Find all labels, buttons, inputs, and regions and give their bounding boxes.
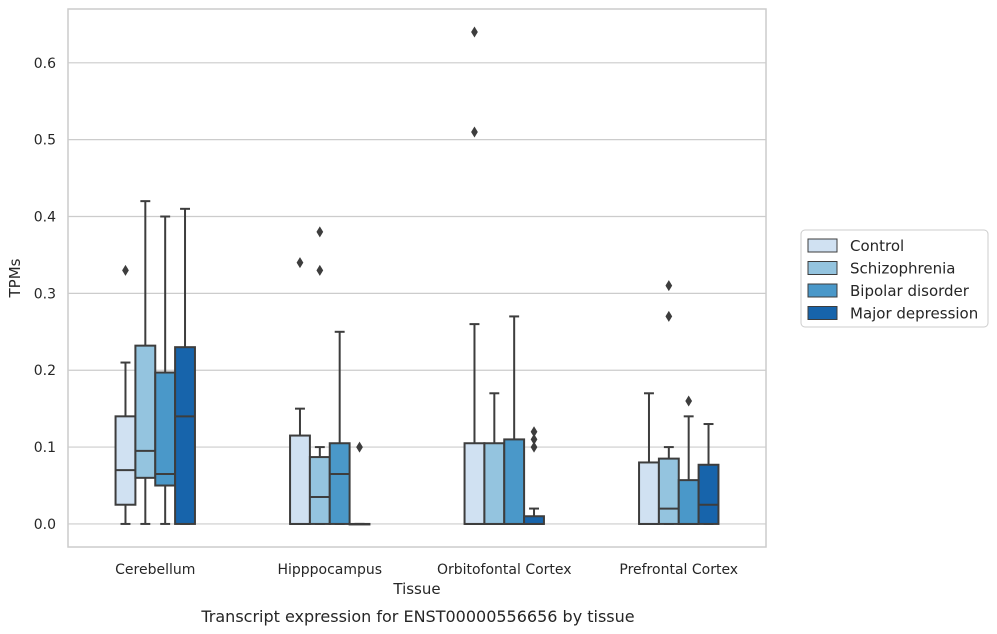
x-tick-label: Cerebellum <box>115 562 195 578</box>
y-tick-label: 0.0 <box>34 517 56 533</box>
box-rect <box>289 434 311 525</box>
box-1-0 <box>134 200 157 525</box>
box-1-3 <box>657 280 680 525</box>
outlier-point <box>296 257 304 269</box>
box-rect <box>523 515 545 525</box>
outlier-point <box>471 26 478 38</box>
box-2-3 <box>677 395 700 525</box>
box-2-2 <box>503 315 526 525</box>
outlier-point <box>530 441 538 453</box>
box-rect <box>677 479 700 525</box>
legend-label: Schizophrenia <box>850 260 955 278</box>
x-tick-label: Prefrontal Cortex <box>619 562 738 578</box>
legend-label: Bipolar disorder <box>850 282 970 300</box>
box-rect <box>638 461 660 525</box>
outlier-point <box>316 264 324 276</box>
box-3-3 <box>697 423 720 525</box>
box-rect <box>463 442 486 525</box>
y-tick-label: 0.3 <box>34 286 56 302</box>
outlier-point <box>665 310 673 322</box>
box-3-1 <box>348 441 371 526</box>
legend-swatch <box>807 238 838 253</box>
y-axis-label: TPMs <box>6 258 24 298</box>
x-tick-label: Hipppocampus <box>277 562 382 578</box>
x-tick-label: Orbitofontal Cortex <box>437 562 572 578</box>
x-axis-label: Tissue <box>392 580 440 598</box>
y-tick-label: 0.5 <box>34 133 56 149</box>
box-rect <box>174 346 196 525</box>
box-rect <box>134 344 157 479</box>
box-rect <box>483 442 506 525</box>
box-0-2 <box>463 26 486 525</box>
box-plots <box>114 26 720 526</box>
box-1-2 <box>483 392 506 525</box>
legend: Control Schizophrenia Bipolar disorder Majo… <box>800 229 989 328</box>
box-rect <box>697 463 720 525</box>
legend-swatch <box>807 306 838 320</box>
legend-swatch <box>807 283 838 298</box>
box-rect <box>114 415 137 506</box>
box-1-1 <box>308 226 331 525</box>
legend-label: Control <box>850 237 904 255</box>
outlier-point <box>685 395 693 407</box>
box-0-1 <box>289 257 311 525</box>
outlier-point <box>530 433 538 445</box>
box-rect <box>308 456 331 525</box>
box-rect <box>154 371 177 487</box>
legend-frame <box>800 229 989 328</box>
y-axis-ticks: 0.0 0.1 0.2 0.3 0.4 0.5 0.6 <box>34 56 56 533</box>
y-tick-label: 0.1 <box>34 440 56 456</box>
chart-caption: Transcript expression for ENST0000055665… <box>200 607 634 626</box>
box-0-0 <box>114 264 137 525</box>
legend-label: Major depression <box>850 305 978 323</box>
y-tick-label: 0.4 <box>34 210 56 226</box>
outlier-point <box>316 226 324 238</box>
y-tick-label: 0.6 <box>34 56 56 72</box>
y-tick-label: 0.2 <box>34 363 56 379</box>
outlier-point <box>471 126 478 138</box>
legend-swatch <box>807 261 838 275</box>
box-3-0 <box>174 207 196 525</box>
box-rect <box>657 457 680 525</box>
box-rect <box>503 438 526 525</box>
outlier-point <box>122 264 129 276</box>
outlier-point <box>530 426 538 438</box>
box-rect <box>328 442 351 525</box>
outlier-point <box>356 441 363 453</box>
box-2-0 <box>154 215 177 525</box>
plot-frame <box>67 8 767 548</box>
x-axis-ticks: Cerebellum Hipppocampus Orbitofontal Corte… <box>115 562 738 578</box>
outlier-point <box>665 280 673 292</box>
box-2-1 <box>328 330 351 525</box>
box-3-2 <box>523 426 545 525</box>
box-0-3 <box>638 392 660 525</box>
